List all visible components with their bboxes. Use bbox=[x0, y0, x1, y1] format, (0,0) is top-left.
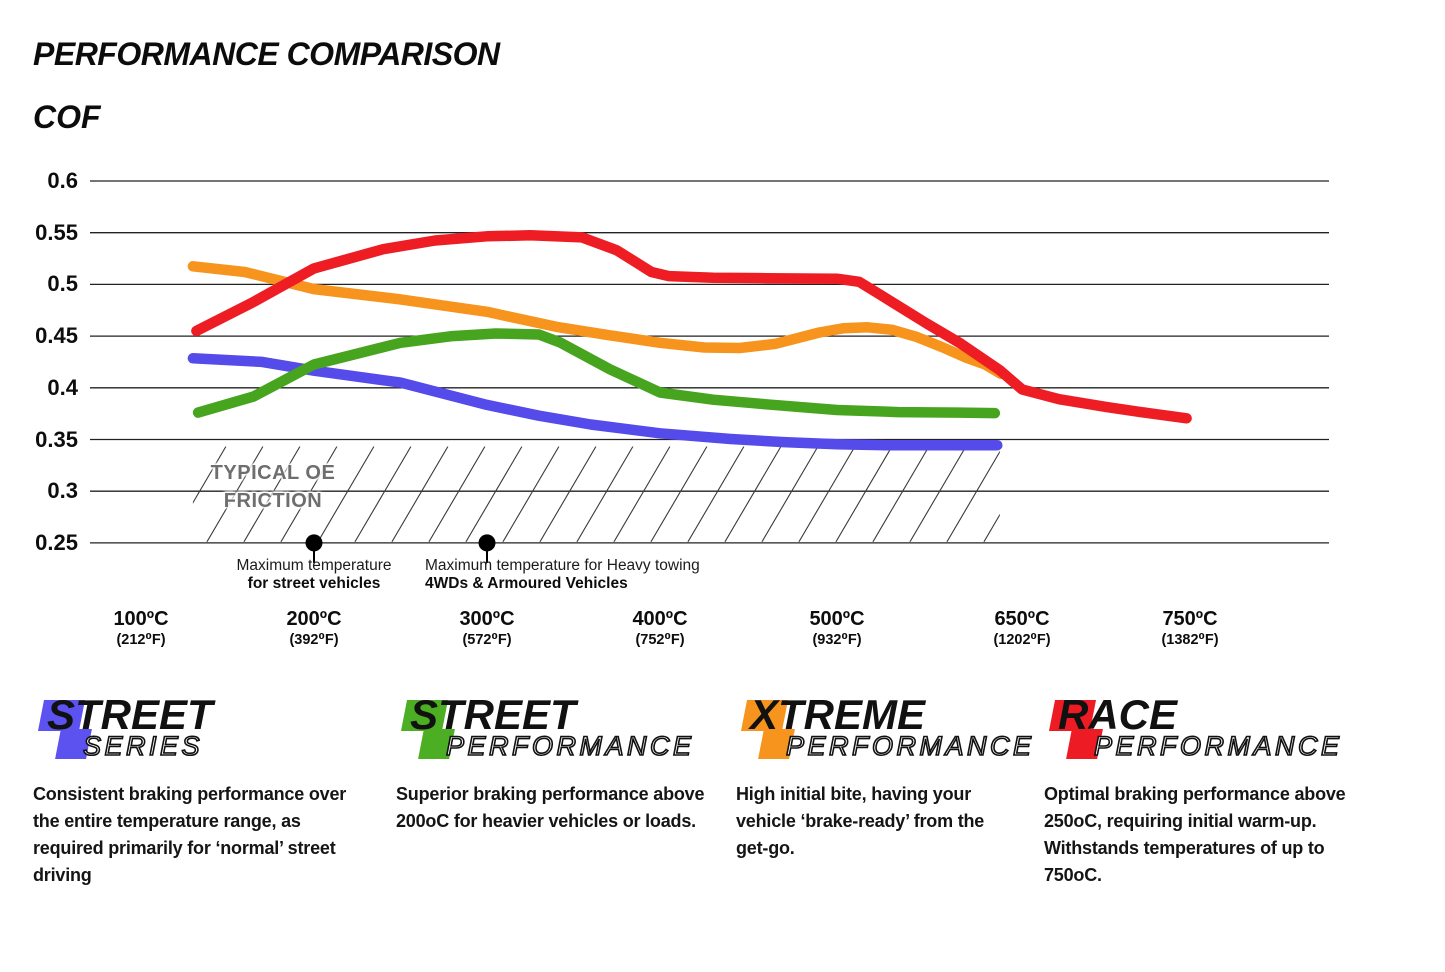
max-temperature-marker bbox=[478, 534, 496, 552]
max-temperature-annotation: Maximum temperature for Heavy towing 4WDs… bbox=[425, 557, 700, 592]
y-tick-label: 0.3 bbox=[47, 478, 78, 504]
series-line-xtreme-performance bbox=[187, 261, 1007, 380]
legend-description: Superior braking performance above 200oC… bbox=[396, 784, 705, 831]
max-temperature-annotation: Maximum temperature for street vehicles bbox=[236, 557, 392, 592]
street-performance-logo: STREET PERFORMANCE bbox=[396, 691, 716, 769]
legend-item-street-performance: STREET PERFORMANCE Superior braking perf… bbox=[396, 691, 716, 835]
x-tick-label: 100ºC (212⁰F) bbox=[113, 608, 169, 648]
logo-word1: STREET bbox=[410, 691, 576, 738]
logo-word1: RACE bbox=[1058, 691, 1178, 738]
y-tick-label: 0.5 bbox=[47, 271, 78, 297]
legend-item-xtreme-performance: XTREME PERFORMANCE High initial bite, ha… bbox=[736, 691, 1035, 862]
logo-word1: STREET bbox=[47, 691, 213, 738]
series-line-street-series bbox=[187, 353, 1003, 451]
legend-item-street-series: STREET SERIES Consistent braking perform… bbox=[33, 691, 365, 889]
y-tick-label: 0.55 bbox=[35, 219, 78, 245]
x-tick-label: 500ºC (932⁰F) bbox=[809, 608, 865, 648]
x-tick-label: 300ºC (572⁰F) bbox=[459, 608, 515, 648]
page-title: PERFORMANCE COMPARISON bbox=[33, 36, 500, 72]
logo-word2: SERIES bbox=[82, 730, 204, 762]
x-tick-label: 400ºC (752⁰F) bbox=[632, 608, 688, 648]
series-line-street-performance bbox=[192, 328, 1001, 419]
logo-word2: PERFORMANCE bbox=[445, 730, 695, 762]
legend-description: Optimal braking performance above 250oC,… bbox=[1044, 784, 1346, 885]
x-tick-label: 650ºC (1202⁰F) bbox=[993, 608, 1051, 648]
series-line-race-performance bbox=[191, 230, 1192, 424]
typical-oe-friction-label: TYPICAL OE FRICTION bbox=[210, 462, 336, 512]
y-axis-title: COF bbox=[33, 99, 101, 135]
y-tick-label: 0.25 bbox=[35, 529, 78, 555]
legend-description: Consistent braking performance over the … bbox=[33, 784, 347, 885]
y-tick-label: 0.45 bbox=[35, 323, 78, 349]
max-temperature-marker bbox=[305, 534, 323, 552]
typical-oe-friction-band bbox=[192, 446, 1000, 542]
legend-description: High initial bite, having your vehicle ‘… bbox=[736, 784, 985, 858]
xtreme-performance-logo: XTREME PERFORMANCE bbox=[736, 691, 1035, 769]
x-tick-label: 200ºC (392⁰F) bbox=[286, 608, 342, 648]
logo-word1: XTREME bbox=[750, 691, 926, 738]
chart-labels-overlay: 0.6 0.55 0.5 0.45 0.4 0.35 0.3 0.25 TYPICAL OE FR… bbox=[35, 168, 1219, 648]
logo-word2: PERFORMANCE bbox=[1093, 730, 1343, 762]
street-series-logo: STREET SERIES bbox=[33, 691, 365, 769]
y-tick-label: 0.35 bbox=[35, 426, 78, 452]
y-tick-label: 0.6 bbox=[47, 168, 78, 193]
race-performance-logo: RACE PERFORMANCE bbox=[1044, 691, 1366, 769]
cof-temperature-chart bbox=[90, 180, 1329, 563]
logo-word2: PERFORMANCE bbox=[785, 730, 1035, 762]
x-tick-label: 750ºC (1382⁰F) bbox=[1161, 608, 1219, 648]
legend-item-race-performance: RACE PERFORMANCE Optimal braking perform… bbox=[1044, 691, 1366, 889]
y-tick-label: 0.4 bbox=[47, 374, 78, 400]
